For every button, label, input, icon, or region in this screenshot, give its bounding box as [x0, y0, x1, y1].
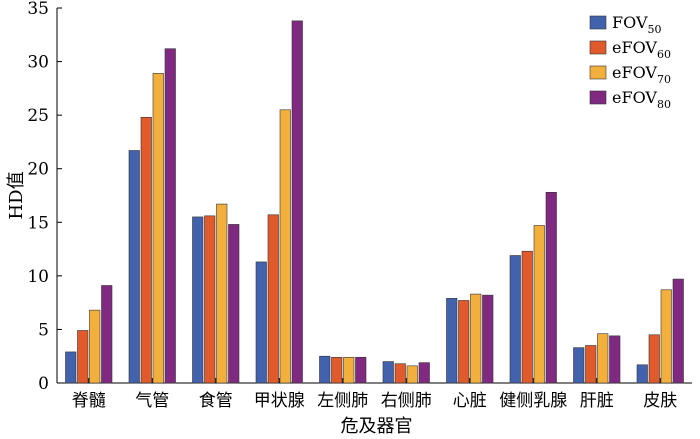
bar-2-4 — [343, 356, 355, 384]
y-axis-title: HD值 — [6, 171, 27, 219]
bar-3-0 — [101, 285, 113, 384]
bar-2-8 — [597, 333, 609, 384]
bar-0-7 — [509, 255, 521, 384]
legend-subscript: 80 — [657, 98, 671, 111]
x-axis-title: 危及器官 — [341, 416, 413, 437]
bar-2-6 — [470, 293, 482, 384]
labels: 0 5 10 15 20 25 30 35 脊髓 气管 食管 甲状腺 左侧肺 右侧肺 心脏 健侧乳腺 肝脏 皮肤危… — [6, 0, 677, 437]
y-tick-label: 5 — [38, 320, 49, 340]
x-category-label: 甲状腺 — [254, 391, 305, 411]
bar-2-0 — [89, 309, 101, 384]
x-category-label: 脊髓 — [72, 391, 106, 411]
bar-3-4 — [355, 356, 367, 384]
x-category-label: 心脏 — [453, 391, 487, 411]
legend-entry: eFOV80 — [612, 88, 671, 111]
bar-2-3 — [279, 109, 291, 384]
bar-3-3 — [291, 20, 303, 384]
bar-0-9 — [636, 364, 648, 384]
bar-1-5 — [394, 363, 406, 384]
bar-3-6 — [482, 294, 494, 384]
legend-swatch — [589, 65, 607, 80]
bar-2-5 — [406, 365, 418, 384]
bar-0-4 — [319, 355, 331, 384]
bar-0-6 — [446, 298, 458, 384]
bar-0-8 — [573, 347, 585, 384]
axes — [56, 7, 692, 384]
legend-label: eFOV — [612, 38, 657, 57]
y-tick-label: 15 — [27, 213, 49, 233]
bar-0-1 — [128, 150, 140, 384]
bar-3-2 — [228, 224, 240, 384]
bar-1-3 — [267, 214, 279, 384]
bar-2-2 — [216, 203, 228, 384]
y-tick-label: 30 — [27, 53, 49, 73]
bar-1-6 — [458, 300, 470, 384]
x-category-label: 肝脏 — [580, 391, 614, 411]
x-category-label: 皮肤 — [643, 391, 677, 411]
bar-2-9 — [660, 289, 672, 384]
bar-2-1 — [152, 73, 164, 384]
bar-1-4 — [331, 356, 343, 384]
legend-subscript: 60 — [657, 48, 671, 61]
legend-label: FOV — [612, 13, 648, 32]
bar-1-9 — [648, 334, 660, 384]
bar-1-7 — [521, 250, 533, 384]
bar-0-3 — [255, 261, 267, 384]
bar-3-7 — [545, 191, 557, 384]
x-category-label: 左侧肺 — [317, 391, 368, 411]
bar-1-1 — [140, 116, 152, 384]
legend-label: eFOV — [612, 88, 657, 107]
bar-3-9 — [672, 278, 684, 384]
legend-subscript: 70 — [657, 73, 671, 86]
y-tick-label: 0 — [38, 374, 49, 394]
bar-2-7 — [533, 225, 545, 384]
bar-3-1 — [164, 48, 176, 384]
x-category-label: 气管 — [135, 391, 169, 411]
bars — [65, 20, 684, 384]
x-category-label: 健侧乳腺 — [499, 391, 567, 411]
legend-entry: eFOV70 — [612, 63, 671, 86]
y-tick-label: 20 — [27, 160, 49, 180]
bar-1-2 — [204, 215, 216, 384]
y-tick-label: 25 — [27, 106, 49, 126]
y-tick-label: 35 — [27, 0, 49, 19]
bar-0-0 — [65, 351, 77, 384]
x-category-label: 食管 — [199, 391, 233, 411]
bar-3-5 — [418, 362, 430, 384]
bar-1-0 — [77, 330, 89, 384]
bar-3-8 — [609, 335, 621, 384]
bar-0-5 — [382, 361, 394, 384]
legend-label: eFOV — [612, 63, 657, 82]
legend-swatch — [589, 90, 607, 105]
y-tick-label: 10 — [27, 267, 49, 287]
legend-entry: eFOV60 — [612, 38, 671, 61]
legend-entry: FOV50 — [612, 13, 662, 36]
legend-swatch — [589, 15, 607, 30]
x-category-label: 右侧肺 — [381, 391, 432, 411]
bar-1-8 — [585, 345, 597, 384]
legend-swatch — [589, 40, 607, 55]
legend-subscript: 50 — [648, 23, 662, 36]
bar-0-2 — [192, 216, 204, 384]
